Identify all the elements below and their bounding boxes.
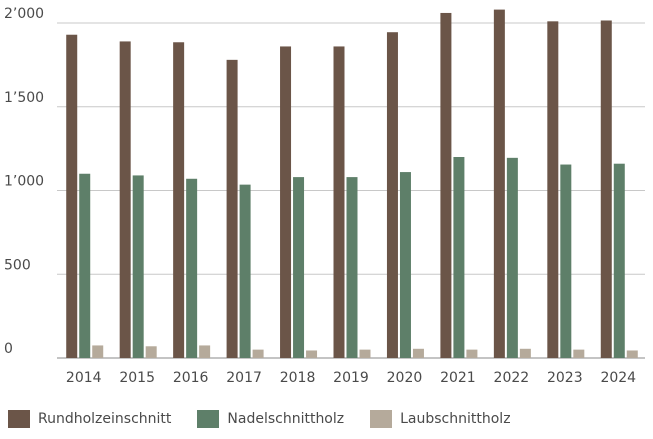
x-tick-label-2016: 2016 bbox=[173, 370, 209, 386]
legend-swatch-nadelschnittholz bbox=[197, 410, 220, 428]
y-tick-label: 0 bbox=[4, 341, 13, 357]
bar-rundholzeinschnitt-2021 bbox=[440, 12, 452, 358]
bar-laubschnittholz-2022 bbox=[519, 348, 531, 358]
bar-chart: 0 500 1’000 1’500 2’000 2014 2015 2016 2017 2018… bbox=[4, 6, 645, 386]
bar-laubschnittholz-2014 bbox=[92, 345, 104, 358]
bar-laubschnittholz-2024 bbox=[626, 350, 638, 358]
x-tick-label-2014: 2014 bbox=[66, 370, 102, 386]
x-axis-tick-labels: 2014 2015 2016 2017 2018 2019 2020 2021 2022 2023… bbox=[66, 370, 636, 386]
legend-swatch-laubschnittholz bbox=[370, 410, 393, 428]
bar-nadelschnittholz-2018 bbox=[293, 177, 305, 358]
y-tick-label: 1’500 bbox=[4, 90, 44, 106]
bar-laubschnittholz-2021 bbox=[466, 349, 478, 358]
bar-nadelschnittholz-2017 bbox=[239, 184, 251, 358]
bar-rundholzeinschnitt-2015 bbox=[119, 41, 131, 359]
bar-nadelschnittholz-2015 bbox=[132, 175, 144, 358]
bar-nadelschnittholz-2021 bbox=[453, 157, 465, 358]
legend-label-nadelschnittholz: Nadelschnittholz bbox=[227, 411, 345, 427]
bar-nadelschnittholz-2020 bbox=[399, 172, 411, 358]
bar-rundholzeinschnitt-2014 bbox=[66, 34, 78, 358]
bar-rundholzeinschnitt-2024 bbox=[600, 20, 612, 359]
bar-laubschnittholz-2017 bbox=[252, 349, 264, 358]
legend-item-rundholzeinschnitt: Rundholzeinschnitt bbox=[8, 410, 171, 428]
x-tick-label-2021: 2021 bbox=[440, 370, 476, 386]
bar-nadelschnittholz-2016 bbox=[186, 178, 198, 358]
bar-nadelschnittholz-2014 bbox=[79, 173, 91, 358]
bar-rundholzeinschnitt-2017 bbox=[226, 59, 238, 358]
bar-nadelschnittholz-2023 bbox=[560, 164, 572, 358]
bar-laubschnittholz-2016 bbox=[199, 345, 211, 358]
bar-rundholzeinschnitt-2020 bbox=[386, 32, 398, 359]
bar-laubschnittholz-2020 bbox=[412, 348, 424, 358]
legend-swatch-rundholzeinschnitt bbox=[8, 410, 30, 428]
bar-nadelschnittholz-2024 bbox=[613, 163, 625, 358]
x-tick-label-2015: 2015 bbox=[119, 370, 155, 386]
bar-rundholzeinschnitt-2019 bbox=[333, 46, 345, 358]
legend-label-rundholzeinschnitt: Rundholzeinschnitt bbox=[38, 411, 172, 427]
legend-item-nadelschnittholz: Nadelschnittholz bbox=[197, 410, 344, 428]
y-axis-tick-labels: 0 500 1’000 1’500 2’000 bbox=[4, 6, 44, 357]
x-tick-label-2024: 2024 bbox=[600, 370, 636, 386]
legend-item-laubschnittholz: Laubschnittholz bbox=[370, 410, 511, 428]
bar-rundholzeinschnitt-2023 bbox=[547, 21, 559, 358]
x-tick-label-2020: 2020 bbox=[387, 370, 423, 386]
legend: Rundholzeinschnitt Nadelschnittholz Laub… bbox=[8, 410, 537, 428]
bar-nadelschnittholz-2019 bbox=[346, 177, 358, 358]
bar-rundholzeinschnitt-2022 bbox=[493, 9, 505, 358]
x-tick-label-2018: 2018 bbox=[280, 370, 316, 386]
x-tick-label-2023: 2023 bbox=[547, 370, 583, 386]
bar-rundholzeinschnitt-2016 bbox=[173, 42, 185, 358]
bar-laubschnittholz-2015 bbox=[145, 346, 157, 358]
bar-laubschnittholz-2023 bbox=[573, 349, 585, 358]
legend-label-laubschnittholz: Laubschnittholz bbox=[400, 411, 511, 427]
bars bbox=[66, 9, 638, 359]
x-tick-label-2019: 2019 bbox=[333, 370, 369, 386]
x-tick-label-2022: 2022 bbox=[494, 370, 530, 386]
bar-laubschnittholz-2019 bbox=[359, 349, 371, 358]
x-tick-label-2017: 2017 bbox=[226, 370, 262, 386]
y-tick-label: 500 bbox=[4, 257, 31, 273]
y-tick-label: 2’000 bbox=[4, 6, 44, 22]
bar-rundholzeinschnitt-2018 bbox=[280, 46, 292, 358]
bar-laubschnittholz-2018 bbox=[306, 350, 318, 358]
bar-nadelschnittholz-2022 bbox=[506, 157, 518, 358]
y-tick-label: 1’000 bbox=[4, 174, 44, 190]
